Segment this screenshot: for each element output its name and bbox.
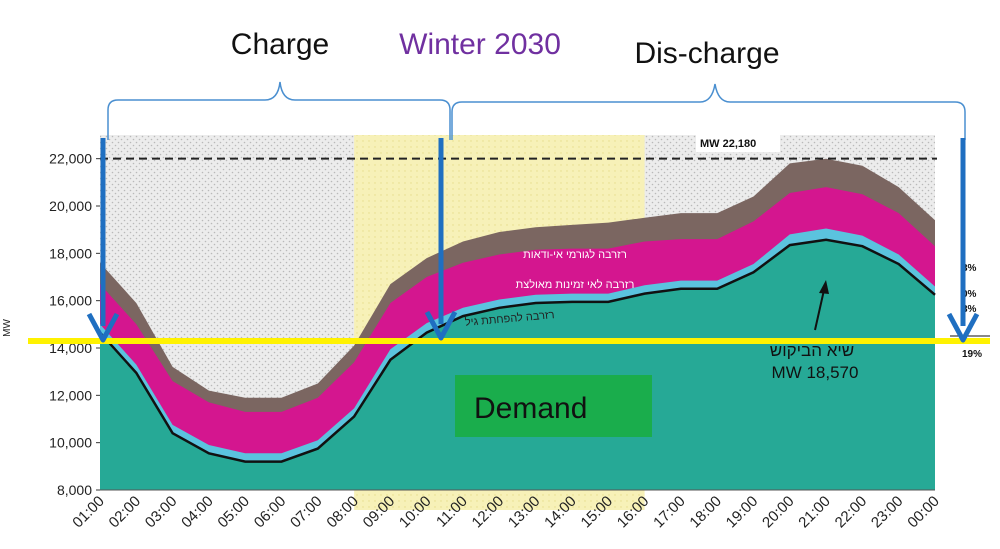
x-tick-label: 00:00	[904, 493, 943, 532]
reference-label-bg	[696, 134, 780, 152]
x-tick-label: 18:00	[686, 493, 725, 532]
y-tick-label: 10,000	[49, 435, 92, 451]
x-tick-label: 01:00	[69, 493, 108, 532]
discharge-brace	[451, 83, 966, 140]
arrow-head	[86, 312, 120, 343]
y-tick-label: 16,000	[49, 293, 92, 309]
series-lines	[99, 238, 936, 463]
x-tick-label: 23:00	[868, 493, 907, 532]
demand-line	[99, 238, 936, 463]
x-tick-label: 20:00	[759, 493, 798, 532]
right-label: 0%	[962, 289, 977, 300]
x-tick-label: 03:00	[142, 493, 181, 532]
right-label: 3%	[962, 304, 977, 315]
x-tick-label: 02:00	[106, 493, 145, 532]
series-label: רזרבה לגורמי אי-ודאות	[523, 248, 627, 261]
area-series	[100, 158, 935, 490]
reference-line-label: MW 22,180	[700, 138, 756, 150]
chart-title: Winter 2030	[399, 28, 561, 61]
y-axis-label: MW	[2, 319, 13, 337]
y-tick-label: 22,000	[49, 151, 92, 167]
area-1	[100, 239, 935, 490]
blue-arrows	[86, 138, 980, 343]
peak-label: שיא הביקוש	[770, 341, 854, 360]
peak-arrow	[814, 289, 825, 331]
x-tick-label: 04:00	[178, 493, 217, 532]
y-tick-label: 20,000	[49, 198, 92, 214]
peak-value: MW 18,570	[772, 363, 859, 382]
x-tick-label: 06:00	[251, 493, 290, 532]
y-tick-label: 18,000	[49, 245, 92, 261]
charge-label: Charge	[231, 28, 329, 61]
y-tick-label: 12,000	[49, 387, 92, 403]
x-tick-label: 22:00	[832, 493, 871, 532]
right-label: 3%	[962, 263, 977, 274]
peak-arrowhead	[819, 280, 829, 294]
x-tick-label: 17:00	[650, 493, 689, 532]
arrow-head	[424, 310, 458, 341]
x-tick-label: 19:00	[723, 493, 762, 532]
demand-label: Demand	[474, 392, 587, 425]
charge-brace	[107, 81, 451, 140]
x-tick-label: 21:00	[795, 493, 834, 532]
demand-box	[455, 375, 652, 437]
discharge-label: Dis-charge	[634, 37, 779, 70]
y-tick-label: 8,000	[57, 482, 92, 498]
arrow-head	[946, 312, 980, 343]
x-tick-label: 07:00	[287, 493, 326, 532]
right-label: 19%	[962, 349, 982, 360]
x-tick-label: 05:00	[214, 493, 253, 532]
series-label: רזרבה לאי זמינות מאולצת	[516, 278, 635, 291]
right-labels: 3% 0% 3% 19%	[950, 263, 990, 360]
